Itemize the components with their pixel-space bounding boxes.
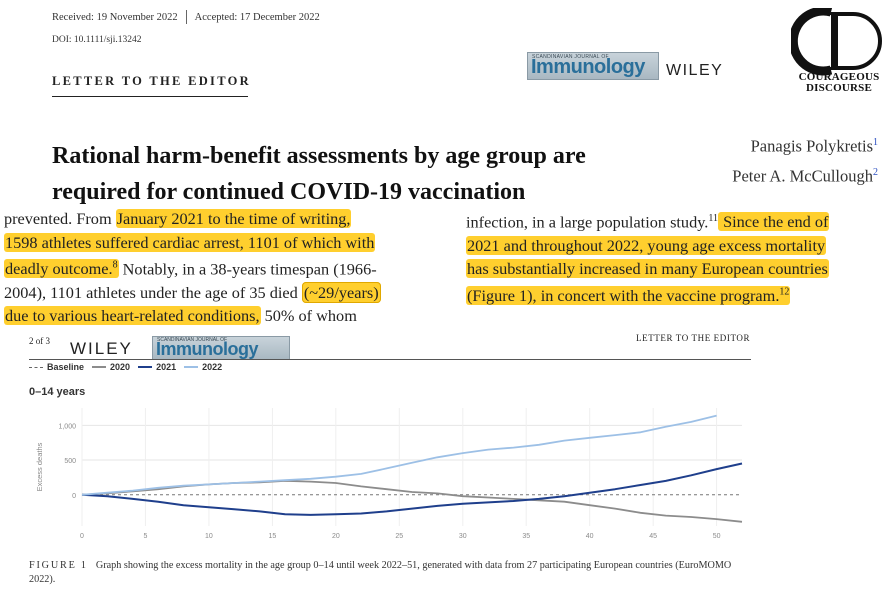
page-header-rule [29, 359, 751, 360]
x-tick-label: 45 [649, 533, 657, 540]
citation[interactable]: 11 [708, 213, 718, 224]
legend-baseline-swatch [29, 366, 43, 368]
publisher-logo: WILEY [666, 62, 724, 79]
journal-logo-small: SCANDINAVIAN JOURNAL OF [532, 54, 609, 60]
left-line-1: prevented. From January 2021 to the time… [4, 209, 352, 228]
cd-line1: COURAGEOUS [798, 71, 880, 83]
figure-label: FIGURE 1 [29, 560, 88, 571]
left-line-2: 1598 athletes suffered cardiac arrest, 1… [4, 231, 464, 255]
citation[interactable]: 12 [779, 286, 790, 298]
right-line-4: (Figure 1), in concert with the vaccine … [466, 281, 894, 308]
x-tick-label: 5 [144, 533, 148, 540]
y-tick-label: 1,000 [58, 423, 76, 430]
left-column-text: prevented. From January 2021 to the time… [4, 207, 464, 328]
legend-baseline: Baseline [29, 362, 84, 372]
date-separator [185, 10, 187, 24]
highlight: has substantially increased in many Euro… [466, 259, 829, 279]
y-tick-label: 0 [72, 493, 76, 500]
courageous-discourse-text: COURAGEOUS DISCOURSE [786, 72, 892, 94]
right-line-1: infection, in a large population study.1… [466, 212, 830, 232]
page-section-label: LETTER TO THE EDITOR [636, 333, 751, 343]
right-column-text: infection, in a large population study.1… [466, 207, 894, 308]
journal-logo: SCANDINAVIAN JOURNAL OF Immunology [527, 52, 659, 80]
x-tick-label: 15 [268, 533, 276, 540]
title-line-2: required for continued COVID-19 vaccinat… [52, 179, 526, 205]
legend-2020: 2020 [92, 362, 130, 372]
journal-logo-2-small: SCANDINAVIAN JOURNAL OF [157, 337, 228, 343]
author-1-affiliation[interactable]: 1 [873, 137, 878, 148]
journal-logo-name: Immunology [531, 56, 645, 78]
legend-2021: 2021 [138, 362, 176, 372]
highlight: due to various heart-related conditions, [4, 306, 261, 326]
cd-line2: DISCOURSE [806, 82, 872, 94]
figure-caption: FIGURE 1 Graph showing the excess mortali… [29, 559, 749, 587]
section-label: LETTER TO THE EDITOR [52, 74, 251, 88]
right-line-3: has substantially increased in many Euro… [466, 257, 894, 281]
page-number: 2 of 3 [29, 336, 50, 346]
right-line-2: 2021 and throughout 2022, young age exce… [466, 234, 894, 258]
highlight: Since the end of [718, 212, 830, 232]
highlight-boxed: (~29/years) [301, 281, 381, 303]
journal-logo-2-name: Immunology [156, 339, 259, 359]
x-tick-label: 50 [713, 533, 721, 540]
legend-2022-swatch [184, 366, 199, 368]
left-line-4: 2004), 1101 athletes under the age of 35… [4, 281, 381, 303]
citation[interactable]: 8 [112, 260, 118, 271]
x-tick-label: 40 [586, 533, 594, 540]
chart-legend: Baseline 2020 2021 2022 [29, 362, 222, 372]
x-tick-label: 35 [522, 533, 530, 540]
series-line-2021 [81, 462, 743, 516]
left-line-5: due to various heart-related conditions,… [4, 306, 357, 326]
highlight: January 2021 to the time of writing, [115, 209, 352, 228]
highlight: (Figure 1), in concert with the vaccine … [466, 286, 791, 306]
x-tick-label: 0 [80, 533, 84, 540]
legend-2021-swatch [138, 366, 153, 368]
x-tick-label: 10 [205, 533, 213, 540]
x-tick-label: 30 [459, 533, 467, 540]
series-line-2022 [81, 414, 717, 496]
y-axis-label: Excess deaths [35, 442, 44, 491]
excess-deaths-chart: 0 500 1,000 0 5 10 15 20 25 30 35 40 45 50 Excess deat… [35, 408, 743, 540]
legend-2020-swatch [92, 366, 107, 368]
author-2: Peter A. McCullough2 [732, 166, 878, 185]
legend-2022: 2022 [184, 362, 222, 372]
author-1: Panagis Polykretis1 [750, 136, 878, 156]
courageous-discourse-logo-icon [791, 8, 882, 76]
highlight: deadly outcome.8 [4, 259, 119, 279]
x-tick-label: 20 [332, 533, 340, 540]
highlight: 2021 and throughout 2022, young age exce… [466, 235, 827, 255]
article-dates: Received: 19 November 2022 Accepted: 17 … [52, 10, 320, 24]
x-tick-label: 25 [395, 533, 403, 540]
publisher-logo-2: WILEY [70, 339, 133, 358]
journal-logo-2: SCANDINAVIAN JOURNAL OF Immunology [152, 336, 290, 360]
highlight: 1598 athletes suffered cardiac arrest, 1… [4, 232, 376, 252]
section-rule [52, 96, 248, 97]
article-title: Rational harm-benefit assessments by age… [52, 138, 672, 210]
series-line-2020 [81, 480, 743, 523]
title-line-1: Rational harm-benefit assessments by age… [52, 143, 586, 169]
chart-title: 0–14 years [29, 386, 86, 398]
y-tick-label: 500 [64, 458, 76, 465]
left-line-3: deadly outcome.8 Notably, in a 38-years … [4, 259, 377, 279]
caption-text: Graph showing the excess mortality in th… [29, 560, 732, 585]
author-2-affiliation[interactable]: 2 [873, 166, 878, 178]
doi: DOI: 10.1111/sji.13242 [52, 35, 142, 45]
author-list: Panagis Polykretis1 Peter A. McCullough2 [640, 130, 878, 189]
received-date: Received: 19 November 2022 [52, 11, 178, 23]
accepted-date: Accepted: 17 December 2022 [194, 11, 320, 23]
